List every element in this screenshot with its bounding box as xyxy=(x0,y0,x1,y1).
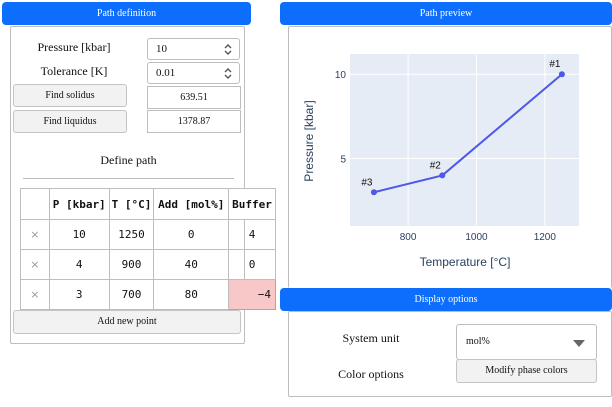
column-header-t[interactable]: T [°C] xyxy=(108,188,155,220)
modify-phase-colors-button[interactable]: Modify phase colors xyxy=(456,359,597,383)
color-options-label: Color options xyxy=(338,367,404,381)
find-liquidus-button[interactable]: Find liquidus xyxy=(13,110,127,133)
table-header-row: P [kbar] T [°C] Add [mol%] Buffer xyxy=(20,188,276,220)
cell-buffer-invalid[interactable]: −4 xyxy=(228,279,276,310)
plot-area xyxy=(350,54,579,226)
data-point[interactable] xyxy=(558,71,565,78)
system-unit-select[interactable]: mol% xyxy=(456,324,597,360)
pressure-input[interactable]: 10 xyxy=(147,38,240,60)
table-row: × 10 1250 0 4 xyxy=(20,219,276,250)
tolerance-label: Tolerance [K] xyxy=(40,64,108,78)
path-preview-title: Path preview xyxy=(419,8,473,19)
path-preview-chart: #1 #2 #3 800 1000 1200 5 10 Temperature [°C] P… xyxy=(288,26,612,288)
column-header-p[interactable]: P [kbar] xyxy=(48,188,110,220)
path-definition-panel: Pressure [kbar] 10 Tolerance [K] 0.01 Fi… xyxy=(10,26,276,344)
cell-t[interactable]: 700 xyxy=(108,279,155,310)
path-definition-header: Path definition xyxy=(2,2,251,25)
table-row: × 3 700 80 −4 xyxy=(20,279,276,310)
cell-add[interactable]: 0 xyxy=(153,219,230,250)
display-options-title: Display options xyxy=(414,294,478,305)
tolerance-value: 0.01 xyxy=(156,67,176,79)
path-table: P [kbar] T [°C] Add [mol%] Buffer × 10 1… xyxy=(20,188,276,310)
cell-add[interactable]: 80 xyxy=(153,279,230,310)
find-solidus-button[interactable]: Find solidus xyxy=(13,84,127,107)
column-header-add[interactable]: Add [mol%] xyxy=(153,188,230,220)
delete-row-icon[interactable]: × xyxy=(20,249,50,280)
column-header-buffer[interactable]: Buffer xyxy=(228,188,276,220)
cell-add[interactable]: 40 xyxy=(153,249,230,280)
x-tick-label: 800 xyxy=(400,232,417,243)
display-options-header: Display options xyxy=(280,288,612,311)
liquidus-output: 1378.87 xyxy=(147,110,241,133)
tolerance-input[interactable]: 0.01 xyxy=(147,62,240,84)
add-new-point-button[interactable]: Add new point xyxy=(13,310,241,334)
y-tick-label: 10 xyxy=(335,70,347,81)
path-definition-title: Path definition xyxy=(96,8,157,19)
cell-buffer[interactable]: 0 xyxy=(228,249,276,280)
spinner-icon[interactable] xyxy=(223,42,233,56)
delete-row-icon[interactable]: × xyxy=(20,219,50,250)
chart-svg[interactable]: #1 #2 #3 800 1000 1200 5 10 Temperature [°C] P… xyxy=(288,26,612,288)
spinner-icon[interactable] xyxy=(223,66,233,80)
cell-p[interactable]: 4 xyxy=(48,249,110,280)
display-options-panel: System unit mol% Color options Modify ph… xyxy=(288,311,612,397)
x-axis-label: Temperature [°C] xyxy=(420,255,511,269)
define-path-title: Define path xyxy=(100,153,157,167)
point-label: #3 xyxy=(361,177,373,188)
system-unit-value: mol% xyxy=(466,336,490,347)
system-unit-label: System unit xyxy=(342,331,400,345)
delete-column-header xyxy=(20,188,50,220)
cell-p[interactable]: 10 xyxy=(48,219,110,250)
y-tick-label: 5 xyxy=(340,155,346,166)
chevron-down-icon xyxy=(573,340,585,347)
cell-p[interactable]: 3 xyxy=(48,279,110,310)
table-row: × 4 900 40 0 xyxy=(20,249,276,280)
pressure-label: Pressure [kbar] xyxy=(37,40,111,54)
path-preview-header: Path preview xyxy=(280,2,612,25)
solidus-output: 639.51 xyxy=(147,86,241,109)
x-tick-label: 1000 xyxy=(465,232,488,243)
point-label: #1 xyxy=(549,59,561,70)
delete-row-icon[interactable]: × xyxy=(20,279,50,310)
cell-buffer[interactable]: 4 xyxy=(228,219,276,250)
pressure-value: 10 xyxy=(156,43,167,55)
cell-t[interactable]: 900 xyxy=(108,249,155,280)
data-point[interactable] xyxy=(370,189,377,196)
point-label: #2 xyxy=(430,160,442,171)
data-point[interactable] xyxy=(439,172,446,179)
y-axis-label: Pressure [kbar] xyxy=(302,100,316,181)
divider xyxy=(23,178,234,179)
x-tick-label: 1200 xyxy=(534,232,557,243)
cell-t[interactable]: 1250 xyxy=(108,219,155,250)
